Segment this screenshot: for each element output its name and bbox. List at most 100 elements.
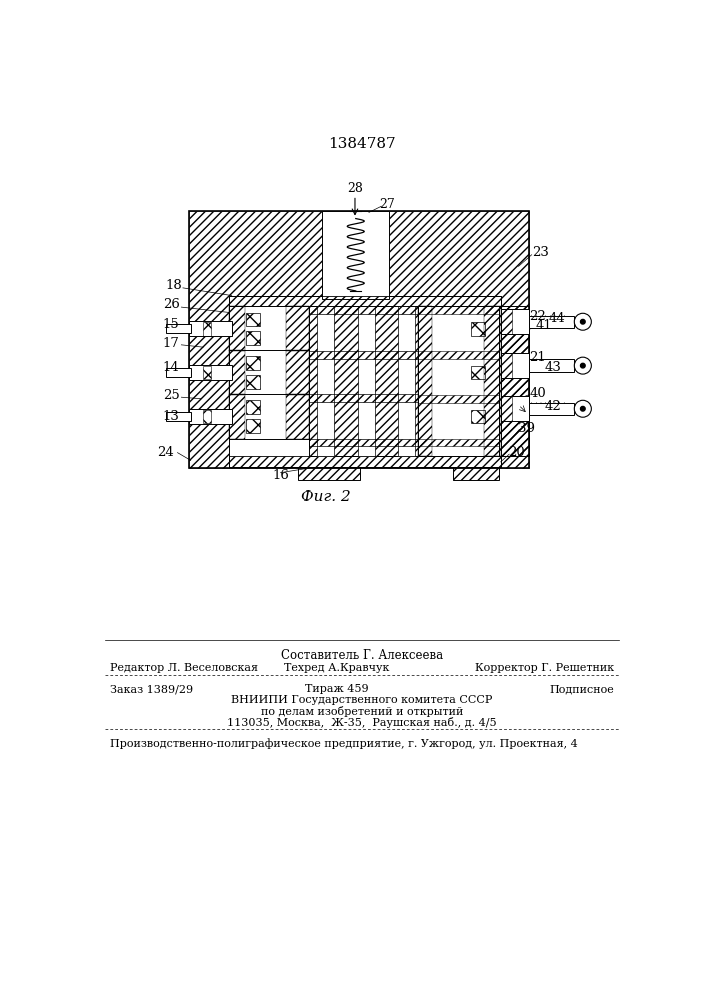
Bar bbox=[230, 296, 501, 306]
Text: 23: 23 bbox=[532, 246, 549, 259]
Bar bbox=[472, 322, 485, 336]
Text: 24: 24 bbox=[158, 446, 174, 459]
Bar bbox=[418, 395, 499, 403]
Circle shape bbox=[580, 319, 585, 324]
Text: 39: 39 bbox=[518, 422, 534, 434]
Bar bbox=[189, 321, 232, 336]
Text: Производственно-полиграфическое предприятие, г. Ужгород, ул. Проектная, 4: Производственно-полиграфическое предприя… bbox=[110, 738, 578, 749]
Bar bbox=[230, 306, 245, 351]
Bar bbox=[309, 351, 418, 359]
Bar bbox=[189, 211, 529, 468]
Bar bbox=[246, 331, 259, 345]
Text: 13: 13 bbox=[163, 410, 180, 423]
Bar bbox=[246, 375, 259, 389]
Bar bbox=[246, 356, 259, 370]
Bar bbox=[286, 394, 309, 439]
Text: 17: 17 bbox=[163, 337, 180, 350]
Circle shape bbox=[580, 363, 585, 368]
Bar bbox=[166, 368, 191, 377]
Bar bbox=[230, 350, 245, 395]
Bar bbox=[472, 366, 485, 379]
Text: 20: 20 bbox=[508, 446, 525, 459]
Text: 22: 22 bbox=[530, 310, 547, 323]
Bar bbox=[529, 316, 573, 328]
Text: ВНИИПИ Государственного комитета СССР: ВНИИПИ Государственного комитета СССР bbox=[231, 695, 493, 705]
Circle shape bbox=[574, 400, 591, 417]
Bar bbox=[418, 306, 499, 456]
Text: 28: 28 bbox=[347, 182, 363, 195]
Bar bbox=[230, 296, 501, 466]
Text: 16: 16 bbox=[272, 469, 289, 482]
Text: Заказ 1389/29: Заказ 1389/29 bbox=[110, 684, 193, 694]
Bar bbox=[189, 211, 529, 468]
Bar bbox=[358, 306, 375, 456]
Bar bbox=[230, 456, 501, 466]
Text: Фиг. 2: Фиг. 2 bbox=[301, 490, 351, 504]
Bar bbox=[398, 306, 416, 456]
Text: Составитель Г. Алексеева: Составитель Г. Алексеева bbox=[281, 649, 443, 662]
Text: 40: 40 bbox=[530, 387, 547, 400]
Bar bbox=[246, 400, 259, 414]
Bar bbox=[529, 359, 573, 372]
Bar bbox=[230, 394, 245, 439]
Bar bbox=[418, 351, 499, 359]
Bar bbox=[501, 396, 529, 421]
Bar bbox=[230, 306, 309, 351]
Bar bbox=[298, 466, 360, 480]
Text: 1384787: 1384787 bbox=[328, 137, 396, 151]
Circle shape bbox=[574, 313, 591, 330]
Text: Тираж 459: Тираж 459 bbox=[305, 684, 368, 694]
Bar bbox=[452, 466, 499, 480]
Text: 14: 14 bbox=[163, 361, 180, 374]
Bar bbox=[230, 350, 309, 395]
Text: Подписное: Подписное bbox=[549, 684, 614, 694]
Bar bbox=[203, 410, 211, 423]
Text: Корректор Г. Решетник: Корректор Г. Решетник bbox=[474, 663, 614, 673]
Bar bbox=[472, 410, 485, 423]
Bar bbox=[166, 324, 191, 333]
Bar bbox=[309, 306, 418, 456]
Text: 26: 26 bbox=[163, 298, 180, 311]
Bar bbox=[189, 409, 232, 424]
Bar bbox=[166, 412, 191, 421]
Text: Техред А.Кравчук: Техред А.Кравчук bbox=[284, 663, 389, 673]
Text: Редактор Л. Веселовская: Редактор Л. Веселовская bbox=[110, 663, 258, 673]
Bar bbox=[529, 403, 573, 415]
Bar bbox=[286, 350, 309, 395]
Circle shape bbox=[580, 406, 585, 411]
Bar bbox=[418, 306, 499, 314]
Bar bbox=[189, 365, 232, 380]
Text: 41: 41 bbox=[536, 319, 552, 332]
Text: 18: 18 bbox=[165, 279, 182, 292]
Circle shape bbox=[574, 357, 591, 374]
Bar bbox=[309, 306, 418, 314]
Bar bbox=[246, 312, 259, 326]
Text: 43: 43 bbox=[545, 361, 562, 374]
Bar bbox=[322, 211, 389, 299]
Text: 113035, Москва,  Ж-35,  Раушская наб., д. 4/5: 113035, Москва, Ж-35, Раушская наб., д. … bbox=[227, 717, 497, 728]
Text: 15: 15 bbox=[163, 318, 180, 331]
Bar bbox=[418, 439, 499, 446]
Bar bbox=[203, 322, 211, 336]
Text: 21: 21 bbox=[530, 351, 547, 364]
Bar bbox=[501, 309, 529, 334]
Bar bbox=[418, 306, 432, 456]
Bar bbox=[501, 309, 513, 334]
Bar bbox=[499, 306, 529, 456]
Bar bbox=[501, 353, 513, 378]
Bar bbox=[317, 306, 334, 456]
Bar bbox=[203, 366, 211, 379]
Text: 27: 27 bbox=[379, 198, 395, 211]
Bar bbox=[230, 394, 309, 439]
Text: по делам изобретений и открытий: по делам изобретений и открытий bbox=[261, 706, 463, 717]
Bar bbox=[309, 439, 418, 446]
Text: 44: 44 bbox=[549, 312, 566, 325]
Bar bbox=[484, 306, 501, 456]
Bar bbox=[286, 306, 309, 351]
Bar bbox=[246, 419, 259, 433]
Bar bbox=[309, 394, 418, 402]
Text: 42: 42 bbox=[545, 400, 562, 413]
Bar bbox=[501, 353, 529, 378]
Text: 25: 25 bbox=[163, 389, 180, 402]
Bar bbox=[501, 396, 513, 421]
